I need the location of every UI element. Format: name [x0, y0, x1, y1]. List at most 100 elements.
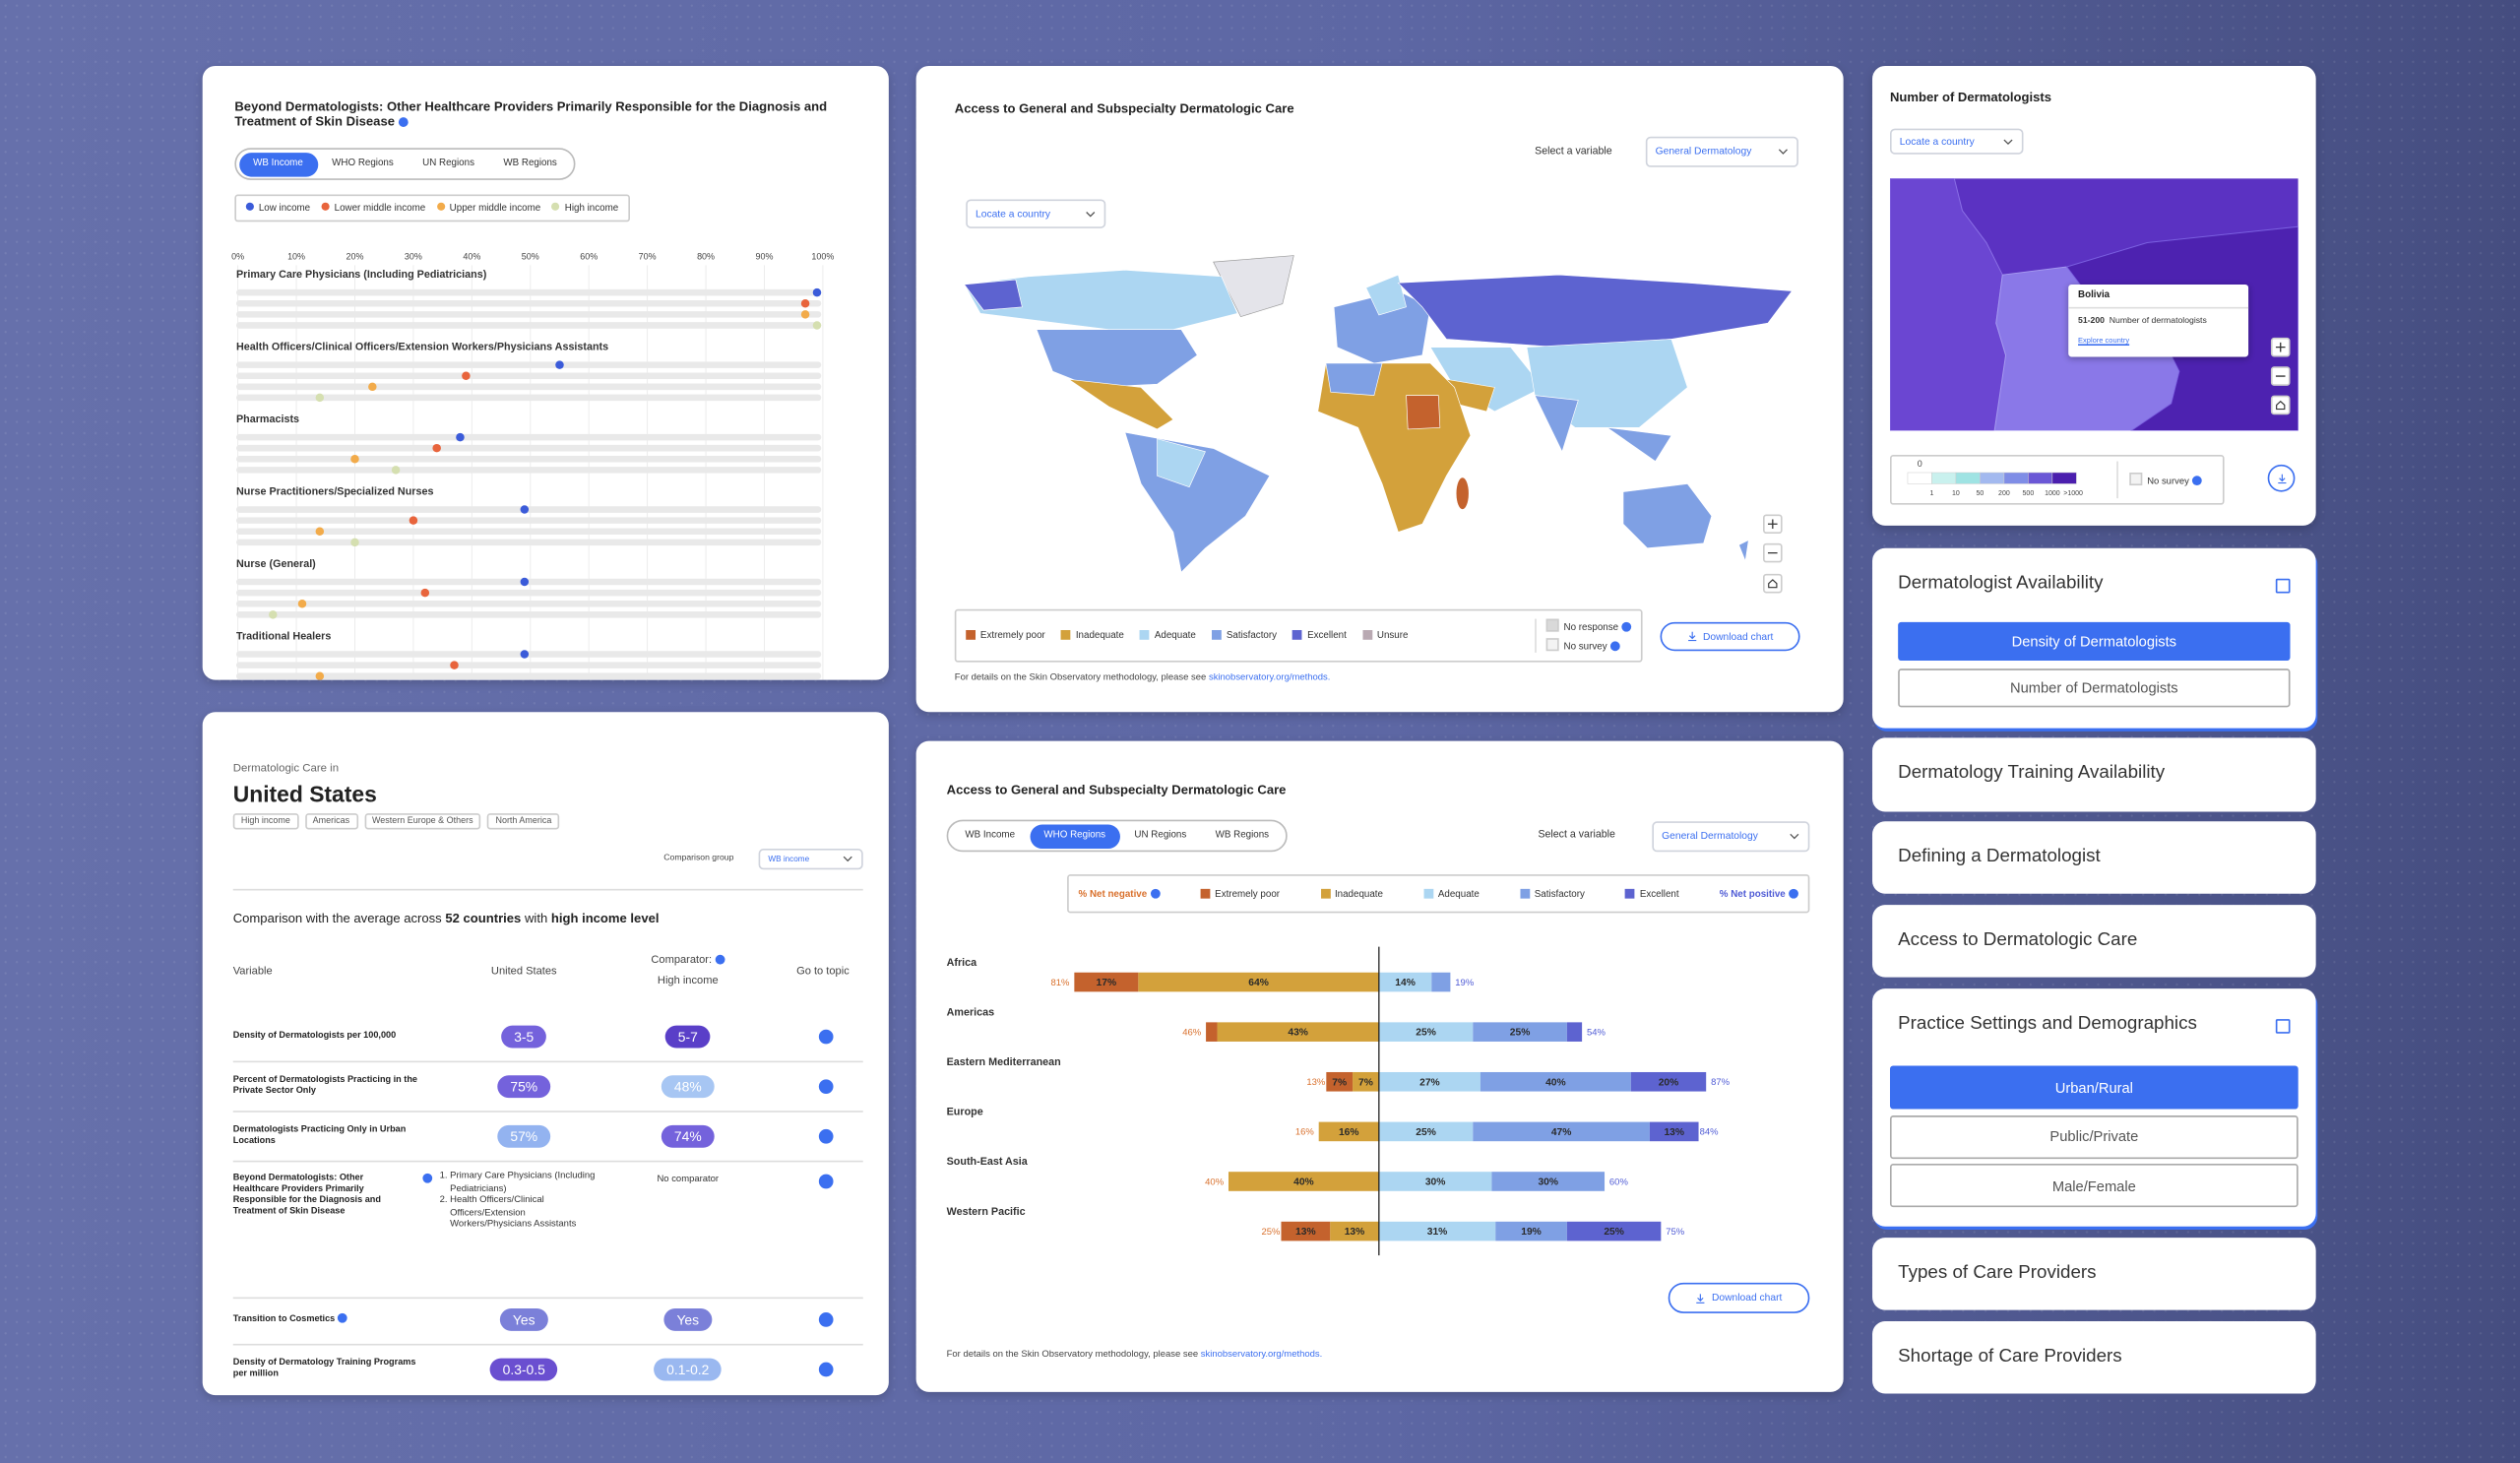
- topic-card[interactable]: Access to Dermatologic Care: [1872, 905, 2316, 978]
- bar-segment: [1378, 972, 1432, 992]
- legend-swatch: [436, 202, 445, 211]
- topic-card[interactable]: Practice Settings and Demographics Urban/…: [1872, 988, 2316, 1227]
- zoom-reset[interactable]: [2270, 395, 2291, 415]
- footnote-link[interactable]: skinobservatory.org/methods.: [1200, 1350, 1323, 1361]
- bar-segment: [1630, 1071, 1707, 1092]
- tab[interactable]: WHO Regions: [1029, 823, 1120, 849]
- zoom-out[interactable]: [1763, 542, 1783, 563]
- category-label: Primary Care Physicians (Including Pedia…: [236, 269, 487, 281]
- variable-name: Density of Dermatology Training Programs…: [233, 1359, 429, 1381]
- zoom-in[interactable]: [2270, 337, 2291, 357]
- summary: Comparison with the average across 52 co…: [233, 912, 660, 926]
- scale-bar: 0 1 10 50 200 500 1000 >1000: [1907, 459, 2083, 497]
- legend-swatch: [1140, 629, 1150, 640]
- kicker: Dermatologic Care in: [232, 763, 340, 775]
- go-to-topic[interactable]: [818, 1029, 834, 1045]
- scale-swatch: [1931, 472, 1957, 484]
- topic-option[interactable]: Male/Female: [1889, 1164, 2299, 1208]
- info-icon[interactable]: [1609, 641, 1620, 652]
- zoom-out[interactable]: [2270, 366, 2291, 386]
- legend-swatch: [1545, 618, 1559, 632]
- card-title: Access to General and Subspecialty Derma…: [954, 100, 1294, 116]
- dot: [812, 321, 822, 330]
- info-icon[interactable]: [398, 117, 409, 127]
- segment-label: 40%: [1293, 1177, 1314, 1188]
- legend-item: Inadequate: [1061, 629, 1124, 641]
- x-tick-label: 0%: [231, 252, 244, 262]
- value-pill: 0.3-0.5: [489, 1358, 558, 1381]
- x-tick-label: 50%: [522, 252, 539, 262]
- topic-card[interactable]: Shortage of Care Providers: [1872, 1321, 2316, 1394]
- topic-title: Shortage of Care Providers: [1898, 1347, 2122, 1367]
- zoom-reset[interactable]: [1763, 573, 1783, 594]
- dropdown-value: Locate a country: [976, 208, 1051, 220]
- dot: [350, 538, 359, 547]
- topic-option[interactable]: Public/Private: [1889, 1114, 2299, 1159]
- topic-title: Defining a Dermatologist: [1898, 847, 2101, 866]
- go-to-topic[interactable]: [818, 1362, 834, 1377]
- legend-item: Unsure: [1362, 629, 1408, 641]
- value-pill: 57%: [497, 1124, 551, 1148]
- dot: [269, 610, 278, 619]
- legend-swatch: [1362, 629, 1372, 640]
- variable-dropdown[interactable]: General Dermatology: [1652, 821, 1810, 853]
- info-icon[interactable]: [715, 954, 725, 965]
- variable-label: Select a variable: [1538, 829, 1615, 841]
- bar-segment: [1281, 1221, 1331, 1241]
- dot: [520, 505, 530, 514]
- tab[interactable]: UN Regions: [1134, 830, 1187, 841]
- copy-icon[interactable]: [2275, 1019, 2291, 1034]
- region: [1036, 329, 1198, 388]
- info-icon[interactable]: [422, 1173, 433, 1183]
- topic-card[interactable]: Dermatologist Availability Density of Der…: [1872, 547, 2316, 729]
- download-button[interactable]: Download chart: [1660, 621, 1800, 652]
- value-pill: 3-5: [501, 1025, 547, 1049]
- scale-swatch: [2028, 472, 2053, 484]
- bar-segment: [1330, 1221, 1379, 1241]
- download-button[interactable]: [2267, 464, 2296, 492]
- value-pill: Yes: [663, 1307, 713, 1331]
- legend-swatch: [1200, 888, 1211, 898]
- topic-option[interactable]: Density of Dermatologists: [1898, 621, 2291, 662]
- legend-text: High income: [564, 204, 619, 215]
- tab[interactable]: WB Regions: [503, 158, 557, 168]
- info-icon[interactable]: [1621, 621, 1632, 632]
- copy-icon[interactable]: [2275, 578, 2291, 594]
- topic-option[interactable]: Urban/Rural: [1889, 1065, 2299, 1110]
- info-icon[interactable]: [1150, 888, 1161, 898]
- tab[interactable]: WB Income: [965, 830, 1016, 841]
- tooltip-link[interactable]: Explore country: [2078, 336, 2130, 345]
- go-to-topic[interactable]: [818, 1174, 834, 1189]
- dot: [520, 577, 530, 587]
- region: [1606, 426, 1672, 463]
- go-to-topic[interactable]: [818, 1128, 834, 1144]
- footnote-link[interactable]: skinobservatory.org/methods.: [1208, 673, 1331, 683]
- topic-option[interactable]: Number of Dermatologists: [1898, 668, 2291, 708]
- topic-card[interactable]: Defining a Dermatologist: [1872, 821, 2316, 894]
- variable-dropdown[interactable]: General Dermatology: [1645, 136, 1798, 167]
- go-to-topic[interactable]: [818, 1312, 834, 1327]
- scale-label: 1000: [2045, 490, 2060, 497]
- info-icon[interactable]: [338, 1312, 348, 1323]
- header-variable: Variable: [232, 966, 273, 978]
- footnote: For details on the Skin Observatory meth…: [947, 1350, 1323, 1360]
- download-button[interactable]: Download chart: [1668, 1282, 1810, 1313]
- info-icon[interactable]: [1789, 888, 1798, 898]
- go-to-topic[interactable]: [818, 1079, 834, 1095]
- track: [235, 611, 822, 618]
- tab[interactable]: WB Income: [238, 152, 318, 176]
- locate-dropdown[interactable]: Locate a country: [966, 199, 1106, 228]
- tab[interactable]: WHO Regions: [332, 158, 394, 168]
- tab[interactable]: WB Regions: [1215, 830, 1270, 841]
- net-positive-label: 87%: [1711, 1077, 1731, 1088]
- tab[interactable]: UN Regions: [422, 158, 474, 168]
- comparison-dropdown[interactable]: WB income: [758, 849, 863, 870]
- zoom-in[interactable]: [1763, 514, 1783, 535]
- provider-list: Primary Care Physicians (Including Pedia…: [435, 1172, 602, 1232]
- header-comparator: Comparator:: [651, 954, 725, 966]
- topic-card[interactable]: Types of Care Providers: [1872, 1238, 2316, 1310]
- topic-card[interactable]: Dermatology Training Availability: [1872, 737, 2316, 812]
- info-icon[interactable]: [2192, 476, 2202, 486]
- locate-dropdown[interactable]: Locate a country: [1889, 128, 2024, 155]
- bar-segment: [1378, 1121, 1474, 1142]
